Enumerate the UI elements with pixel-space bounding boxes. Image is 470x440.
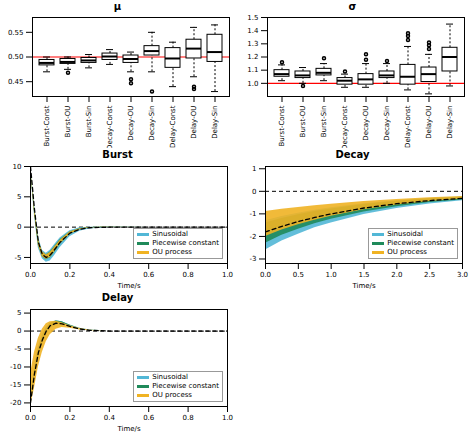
svg-text:Delay-Sin: Delay-Sin [446,106,454,139]
svg-text:0.0: 0.0 [260,271,271,279]
svg-text:-15: -15 [10,381,21,389]
svg-text:Burst-Const: Burst-Const [43,105,51,146]
html-text:Sinusoidal: Sinusoidal [152,373,189,381]
svg-text:0.6: 0.6 [143,271,155,279]
svg-text:Decay-Sin: Decay-Sin [148,106,156,141]
svg-text:0.6: 0.6 [143,414,155,422]
svg-text:Burst-Const: Burst-Const [278,105,286,146]
svg-text:0.0: 0.0 [25,271,36,279]
svg-text:0.50: 0.50 [8,53,24,61]
svg-text:Delay-Const: Delay-Const [169,105,177,148]
svg-text:Decay-OU: Decay-OU [127,106,135,141]
svg-text:-5: -5 [15,254,22,262]
svg-text:0.55: 0.55 [8,29,24,37]
svg-text:Delay-OU: Delay-OU [190,106,198,139]
html-text:Piecewise constant: Piecewise constant [387,239,454,247]
svg-text:Burst-Sin: Burst-Sin [320,106,328,138]
html-text:OU process: OU process [387,248,427,256]
svg-text:1.5: 1.5 [358,271,369,279]
svg-text:Decay-Const: Decay-Const [341,105,349,148]
svg-text:Burst-Sin: Burst-Sin [85,106,93,138]
svg-text:1.0: 1.0 [326,271,337,279]
svg-text:1.3: 1.3 [247,40,258,48]
html-text:Piecewise constant: Piecewise constant [152,239,219,247]
svg-text:2.5: 2.5 [424,271,435,279]
svg-text:1.0: 1.0 [222,414,233,422]
svg-text:0: 0 [17,223,21,231]
html-text:OU process: OU process [152,391,192,399]
svg-text:-5: -5 [15,345,22,353]
svg-text:-20: -20 [10,399,21,407]
svg-text:-10: -10 [10,363,21,371]
svg-text:0.8: 0.8 [183,414,194,422]
svg-text:Time/s: Time/s [116,425,140,433]
svg-text:0.0: 0.0 [25,414,36,422]
svg-text:1: 1 [252,165,256,173]
html-text:Delay: Delay [101,292,134,303]
svg-text:3.0: 3.0 [457,271,468,279]
html-text:OU process: OU process [152,248,192,256]
svg-text:Decay-Const: Decay-Const [106,105,114,148]
svg-text:1.0: 1.0 [247,80,258,88]
svg-text:5: 5 [17,309,21,317]
svg-text:0.8: 0.8 [183,271,194,279]
svg-text:5: 5 [17,193,21,201]
html-text:Sinusoidal: Sinusoidal [152,230,189,238]
svg-text:1.1: 1.1 [247,66,258,74]
svg-text:0.5: 0.5 [293,271,304,279]
svg-text:Burst-OU: Burst-OU [64,106,72,138]
html-text:Sinusoidal: Sinusoidal [387,230,424,238]
svg-text:-2: -2 [250,233,257,241]
svg-text:Time/s: Time/s [351,282,375,290]
html-text:μ: μ [113,1,122,12]
svg-text:0.4: 0.4 [104,414,116,422]
svg-text:0: 0 [252,188,256,196]
svg-text:1.4: 1.4 [247,27,259,35]
svg-text:0.2: 0.2 [64,414,75,422]
svg-text:Decay-OU: Decay-OU [362,106,370,141]
html-text:Piecewise constant: Piecewise constant [152,382,219,390]
svg-text:Delay-Sin: Delay-Sin [211,106,219,139]
svg-text:2.0: 2.0 [391,271,402,279]
svg-text:0.2: 0.2 [64,271,75,279]
svg-text:Burst-OU: Burst-OU [299,106,307,138]
svg-text:Delay-Const: Delay-Const [404,105,412,148]
svg-text:0: 0 [17,327,21,335]
svg-text:Delay-OU: Delay-OU [425,106,433,139]
svg-text:0.45: 0.45 [8,78,24,86]
svg-text:10: 10 [13,163,22,171]
svg-text:1.0: 1.0 [222,271,233,279]
svg-text:-3: -3 [250,255,257,263]
svg-text:Time/s: Time/s [116,282,140,290]
svg-text:1.2: 1.2 [247,53,258,61]
html-text:σ: σ [348,1,357,12]
html-text:Burst: Burst [102,149,133,160]
svg-text:-1: -1 [250,210,257,218]
svg-text:1.5: 1.5 [247,14,258,22]
svg-text:0.4: 0.4 [104,271,116,279]
svg-text:Decay-Sin: Decay-Sin [383,106,391,141]
